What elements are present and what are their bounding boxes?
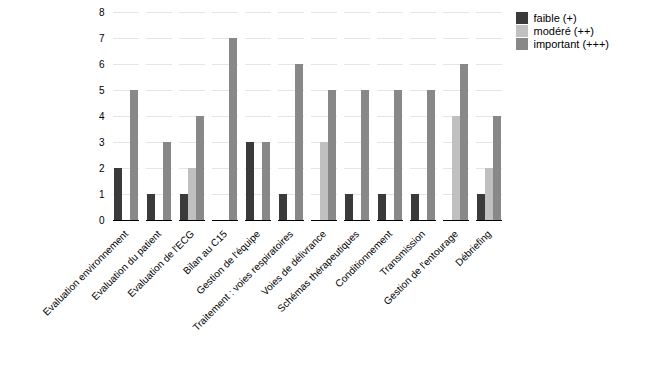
svg-text:5: 5 <box>99 85 105 96</box>
svg-text:6: 6 <box>99 59 105 70</box>
svg-text:Schémas thérapeutiques: Schémas thérapeutiques <box>275 228 362 315</box>
svg-text:Voies de délivrance: Voies de délivrance <box>259 228 329 298</box>
svg-text:7: 7 <box>99 33 105 44</box>
svg-text:Débriefing: Débriefing <box>453 228 493 268</box>
svg-text:Transmission: Transmission <box>377 228 428 278</box>
svg-text:Evaluation du patient: Evaluation du patient <box>89 228 164 303</box>
svg-text:0: 0 <box>99 215 105 226</box>
svg-text:Conditionnement: Conditionnement <box>333 228 394 289</box>
svg-text:Gestion de l'entourage: Gestion de l'entourage <box>381 228 460 307</box>
svg-text:Evaluation environnement: Evaluation environnement <box>40 228 131 318</box>
svg-text:Evaluation de l'ECG: Evaluation de l'ECG <box>125 228 197 300</box>
svg-text:8: 8 <box>99 7 105 18</box>
svg-text:Gestion de l'équipe: Gestion de l'équipe <box>194 228 263 297</box>
svg-text:4: 4 <box>99 111 105 122</box>
svg-text:3: 3 <box>99 137 105 148</box>
svg-text:Traitement : voies respiratoir: Traitement : voies respiratoires <box>190 228 296 333</box>
svg-text:1: 1 <box>99 189 105 200</box>
html-text:important (+++): important (+++) <box>533 38 609 50</box>
html-text:modéré (++): modéré (++) <box>533 25 594 37</box>
svg-text:2: 2 <box>99 163 105 174</box>
svg-text:Bilan au C15: Bilan au C15 <box>180 228 230 277</box>
html-text:faible (+): faible (+) <box>533 12 577 24</box>
